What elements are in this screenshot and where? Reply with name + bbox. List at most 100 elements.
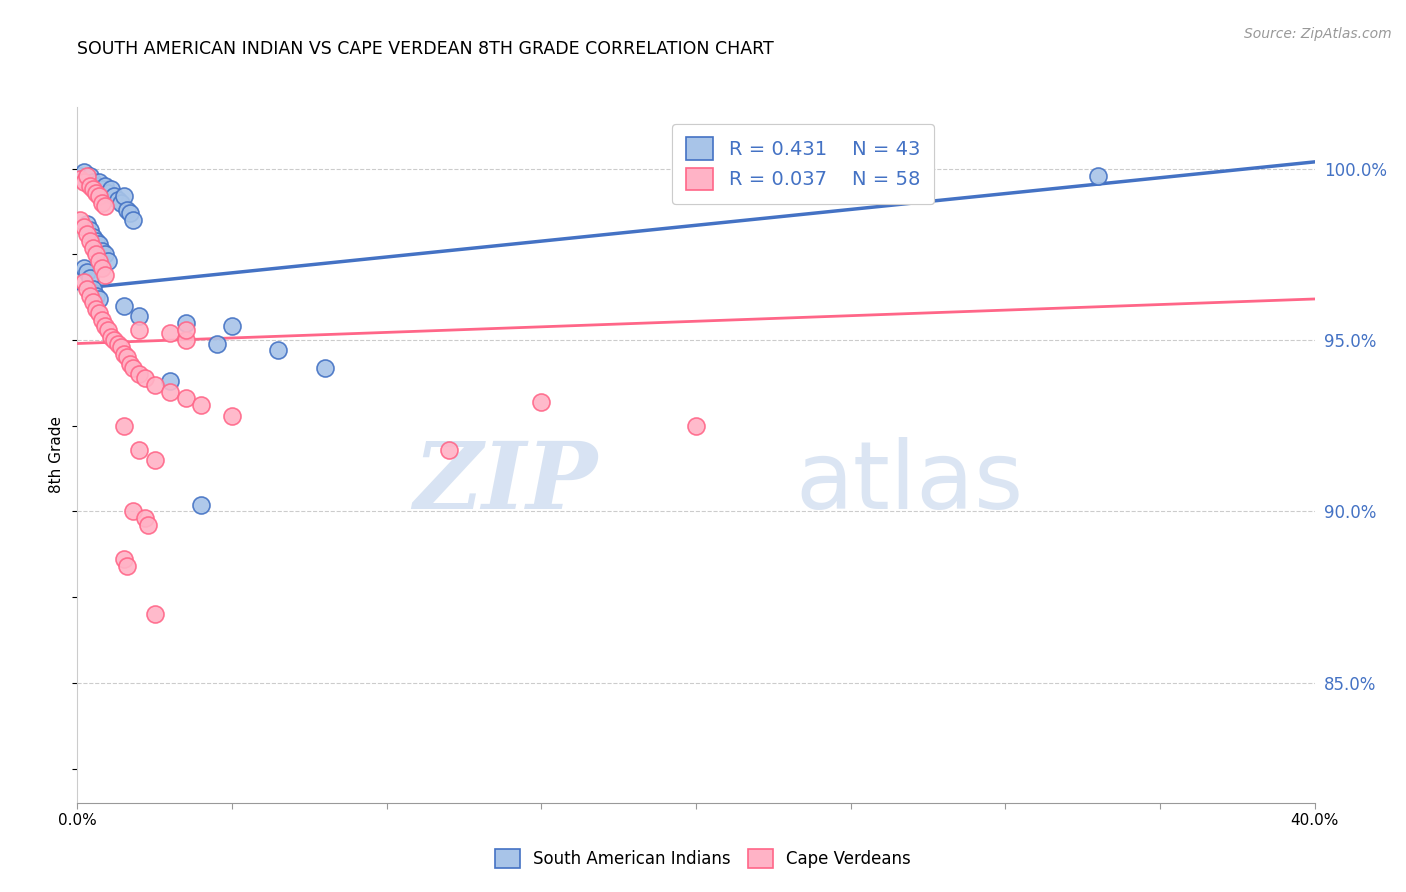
Point — [103, 333, 125, 347]
Point — [82, 295, 104, 310]
Point — [84, 302, 107, 317]
Point — [91, 261, 114, 276]
Point — [69, 213, 91, 227]
Point — [112, 418, 135, 433]
Point — [79, 288, 101, 302]
Point — [143, 453, 166, 467]
Point — [87, 254, 110, 268]
Point — [118, 206, 141, 220]
Point — [76, 264, 98, 278]
Point — [107, 336, 129, 351]
Point — [112, 347, 135, 361]
Point — [205, 336, 228, 351]
Point — [530, 394, 553, 409]
Point — [69, 172, 91, 186]
Point — [159, 374, 181, 388]
Y-axis label: 8th Grade: 8th Grade — [49, 417, 65, 493]
Point — [115, 350, 138, 364]
Point — [72, 275, 94, 289]
Point — [128, 368, 150, 382]
Text: Source: ZipAtlas.com: Source: ZipAtlas.com — [1244, 27, 1392, 41]
Point — [87, 292, 110, 306]
Point — [122, 504, 145, 518]
Point — [84, 288, 107, 302]
Legend: South American Indians, Cape Verdeans: South American Indians, Cape Verdeans — [488, 843, 918, 875]
Point — [69, 169, 91, 183]
Point — [94, 247, 117, 261]
Point — [174, 323, 197, 337]
Point — [82, 282, 104, 296]
Legend: R = 0.431    N = 43, R = 0.037    N = 58: R = 0.431 N = 43, R = 0.037 N = 58 — [672, 124, 934, 203]
Point — [134, 511, 156, 525]
Point — [82, 230, 104, 244]
Point — [72, 219, 94, 234]
Point — [82, 182, 104, 196]
Point — [84, 178, 107, 193]
Point — [107, 193, 129, 207]
Point — [1087, 169, 1109, 183]
Point — [72, 176, 94, 190]
Point — [122, 360, 145, 375]
Point — [115, 202, 138, 217]
Text: SOUTH AMERICAN INDIAN VS CAPE VERDEAN 8TH GRADE CORRELATION CHART: SOUTH AMERICAN INDIAN VS CAPE VERDEAN 8T… — [77, 40, 775, 58]
Point — [112, 552, 135, 566]
Point — [112, 299, 135, 313]
Point — [97, 323, 120, 337]
Point — [84, 186, 107, 200]
Point — [94, 199, 117, 213]
Point — [143, 607, 166, 622]
Point — [79, 223, 101, 237]
Point — [134, 371, 156, 385]
Point — [94, 268, 117, 282]
Point — [110, 340, 132, 354]
Point — [87, 176, 110, 190]
Point — [84, 247, 107, 261]
Point — [76, 227, 98, 241]
Point — [91, 196, 114, 211]
Point — [143, 377, 166, 392]
Point — [128, 442, 150, 457]
Point — [685, 418, 707, 433]
Point — [118, 357, 141, 371]
Point — [87, 189, 110, 203]
Point — [174, 392, 197, 406]
Point — [97, 186, 120, 200]
Point — [76, 172, 98, 186]
Text: atlas: atlas — [794, 437, 1024, 529]
Point — [76, 217, 98, 231]
Text: ZIP: ZIP — [413, 438, 598, 528]
Point — [87, 237, 110, 252]
Point — [100, 182, 122, 196]
Point — [122, 213, 145, 227]
Point — [110, 196, 132, 211]
Point — [221, 319, 243, 334]
Point — [174, 316, 197, 330]
Point — [94, 178, 117, 193]
Point — [112, 189, 135, 203]
Point — [94, 319, 117, 334]
Point — [128, 309, 150, 323]
Point — [79, 271, 101, 285]
Point — [79, 178, 101, 193]
Point — [91, 182, 114, 196]
Point — [314, 360, 336, 375]
Point — [76, 169, 98, 183]
Point — [82, 176, 104, 190]
Point — [72, 261, 94, 276]
Point — [82, 241, 104, 255]
Point — [138, 518, 160, 533]
Point — [87, 306, 110, 320]
Point — [79, 234, 101, 248]
Point — [190, 498, 212, 512]
Point — [100, 329, 122, 343]
Point — [839, 178, 862, 193]
Point — [76, 282, 98, 296]
Point — [91, 312, 114, 326]
Point — [267, 343, 290, 358]
Point — [437, 442, 460, 457]
Point — [174, 333, 197, 347]
Point — [190, 398, 212, 412]
Point — [72, 165, 94, 179]
Point — [159, 326, 181, 341]
Point — [221, 409, 243, 423]
